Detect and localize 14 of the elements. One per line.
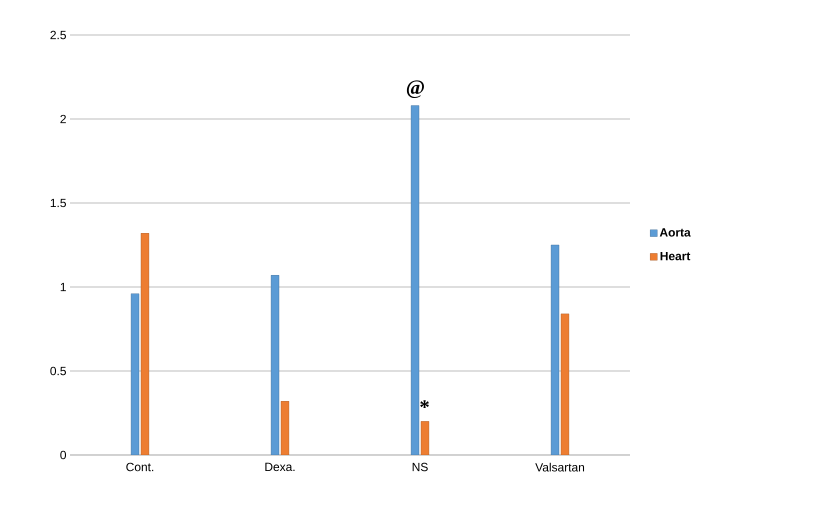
y-tick-label: 1.5 — [50, 198, 66, 208]
legend-label: Aorta — [660, 228, 691, 237]
y-tick-label: 0.5 — [50, 366, 66, 376]
x-tick-label: Dexa. — [265, 462, 295, 472]
y-tick-label: 1 — [60, 282, 66, 292]
annotation: @ — [406, 80, 424, 98]
x-tick-label: Valsartan — [535, 462, 584, 472]
legend-label: Heart — [660, 252, 690, 260]
annotation: * — [420, 400, 429, 408]
y-tick-label: 0 — [60, 450, 66, 460]
y-tick-label: 2 — [60, 114, 66, 124]
y-tick-label: 2.5 — [50, 30, 66, 40]
x-tick-label: Cont. — [126, 462, 154, 472]
x-tick-label: NS — [412, 462, 428, 472]
